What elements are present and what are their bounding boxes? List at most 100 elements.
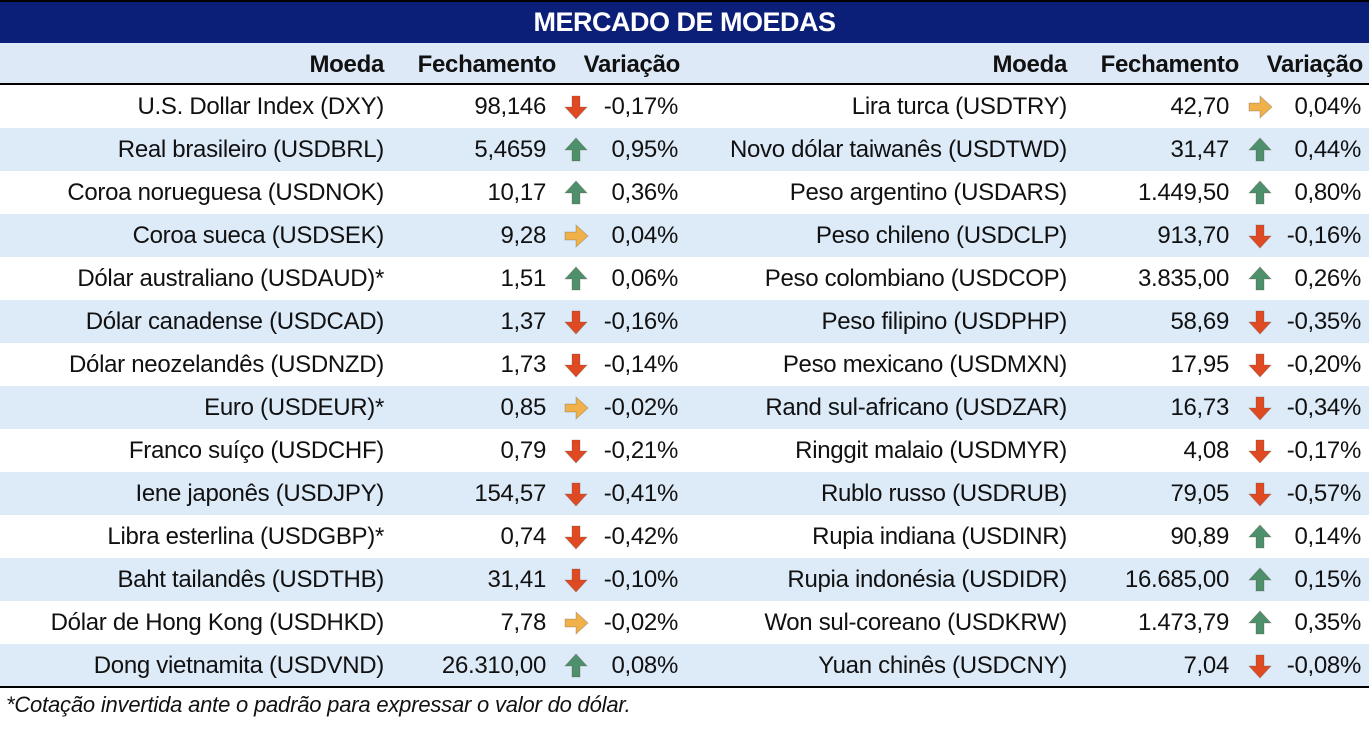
currency-name: Peso mexicano (USDMXN) [782,351,1067,378]
table-row: Dólar canadense (USDCAD) 1,37 -0,16% Peso f… [0,300,1369,343]
footnote: *Cotação invertida ante o padrão para ex… [6,692,631,717]
change-value: -0,10% [603,566,679,593]
closing-value: 9,28 [500,222,546,249]
currency-name: Dólar canadense (USDCAD) [85,308,385,335]
currency-name: Lira turca (USDTRY) [851,93,1068,120]
change-value: 0,08% [611,652,678,679]
currency-name: Coroa sueca (USDSEK) [132,222,385,249]
currency-name: Coroa norueguesa (USDNOK) [67,179,384,206]
up-arrow-icon [1248,567,1272,592]
down-arrow-icon [1248,353,1272,378]
currency-name: Peso filipino (USDPHP) [821,308,1068,335]
currency-name: Dólar neozelandês (USDNZD) [69,351,384,378]
currency-name: Franco suíço (USDCHF) [128,437,384,464]
closing-value: 98,146 [474,93,546,120]
table-row: Franco suíço (USDCHF) 0,79 -0,21% Ringgit m… [0,429,1369,472]
header-fechamento-left: Fechamento [417,51,557,78]
right-arrow-icon [564,224,589,248]
change-value: -0,35% [1286,308,1362,335]
closing-value: 42,70 [1170,93,1229,120]
change-value: 0,35% [1294,609,1361,636]
down-arrow-icon [564,353,588,378]
down-arrow-icon [1248,482,1272,507]
change-value: -0,17% [1286,437,1362,464]
header-moeda-left: Moeda [309,51,384,78]
header-fechamento-right: Fechamento [1100,51,1240,78]
closing-value: 7,04 [1183,652,1229,679]
down-arrow-icon [564,95,588,120]
closing-value: 0,74 [500,523,546,550]
closing-value: 1.473,79 [1137,609,1229,636]
down-arrow-icon [564,525,588,550]
header-moeda-right: Moeda [992,51,1067,78]
change-value: 0,04% [611,222,678,249]
down-arrow-icon [564,310,588,335]
closing-value: 1,37 [500,308,546,335]
closing-value: 31,41 [487,566,546,593]
closing-value: 4,08 [1183,437,1229,464]
right-arrow-icon [1248,95,1273,119]
currency-name: Dólar australiano (USDAUD)* [77,265,384,292]
change-value: 0,95% [611,136,678,163]
header-row: Moeda Fechamento Variação Moeda Fechamen… [0,43,1369,85]
header-variacao-right: Variação [1266,51,1364,78]
up-arrow-icon [1248,266,1272,291]
change-value: 0,36% [611,179,678,206]
table-row: Euro (USDEUR)* 0,85 -0,02% Rand sul-african… [0,386,1369,429]
up-arrow-icon [1248,610,1272,635]
up-arrow-icon [564,266,588,291]
up-arrow-icon [1248,524,1272,549]
table-row: Iene japonês (USDJPY) 154,57 -0,41% Rublo r… [0,472,1369,515]
closing-value: 3.835,00 [1137,265,1229,292]
change-value: -0,41% [603,480,679,507]
change-value: 0,15% [1294,566,1361,593]
currency-name: Iene japonês (USDJPY) [135,480,385,507]
currency-name: Peso argentino (USDARS) [789,179,1068,206]
change-value: -0,14% [603,351,679,378]
closing-value: 5,4659 [474,136,546,163]
currency-name: Libra esterlina (USDGBP)* [107,523,384,550]
table-row: Coroa norueguesa (USDNOK) 10,17 0,36% Peso … [0,171,1369,214]
change-value: 0,06% [611,265,678,292]
table-row: U.S. Dollar Index (DXY) 98,146 -0,17% Lira … [0,85,1369,128]
closing-value: 58,69 [1170,308,1229,335]
closing-value: 79,05 [1170,480,1229,507]
change-value: 0,80% [1294,179,1361,206]
down-arrow-icon [564,568,588,593]
table-title: MERCADO DE MOEDAS [0,0,1369,43]
right-arrow-icon [564,611,589,635]
closing-value: 16.685,00 [1124,566,1229,593]
change-value: -0,20% [1286,351,1362,378]
change-value: -0,17% [603,93,679,120]
closing-value: 10,17 [487,179,546,206]
table-row: Dólar australiano (USDAUD)* 1,51 0,06% Peso… [0,257,1369,300]
header-variacao-left: Variação [583,51,681,78]
table-row: Baht tailandês (USDTHB) 31,41 -0,10% Rupia … [0,558,1369,601]
up-arrow-icon [1248,180,1272,205]
up-arrow-icon [564,180,588,205]
currency-name: U.S. Dollar Index (DXY) [137,93,384,120]
currency-name: Ringgit malaio (USDMYR) [795,437,1067,464]
change-value: -0,16% [1286,222,1362,249]
closing-value: 16,73 [1170,394,1229,421]
table-row: Dólar neozelandês (USDNZD) 1,73 -0,14% Peso… [0,343,1369,386]
change-value: -0,16% [603,308,679,335]
currency-name: Novo dólar taiwanês (USDTWD) [729,136,1067,163]
table-row: Coroa sueca (USDSEK) 9,28 0,04% Peso chilen… [0,214,1369,257]
closing-value: 0,79 [500,437,546,464]
change-value: -0,57% [1286,480,1362,507]
currency-name: Dólar de Hong Kong (USDHKD) [50,609,385,636]
closing-value: 1,51 [500,265,546,292]
table-row: Real brasileiro (USDBRL) 5,4659 0,95% Novo … [0,128,1369,171]
right-arrow-icon [564,396,589,420]
closing-value: 17,95 [1170,351,1229,378]
table-body: U.S. Dollar Index (DXY) 98,146 -0,17% Lira … [0,85,1369,687]
closing-value: 90,89 [1170,523,1229,550]
down-arrow-icon [1248,654,1272,679]
currency-name: Yuan chinês (USDCNY) [818,652,1067,679]
closing-value: 0,85 [500,394,546,421]
table-row: Libra esterlina (USDGBP)* 0,74 -0,42% Rupia… [0,515,1369,558]
up-arrow-icon [1248,137,1272,162]
closing-value: 154,57 [474,480,546,507]
currency-name: Baht tailandês (USDTHB) [117,566,384,593]
